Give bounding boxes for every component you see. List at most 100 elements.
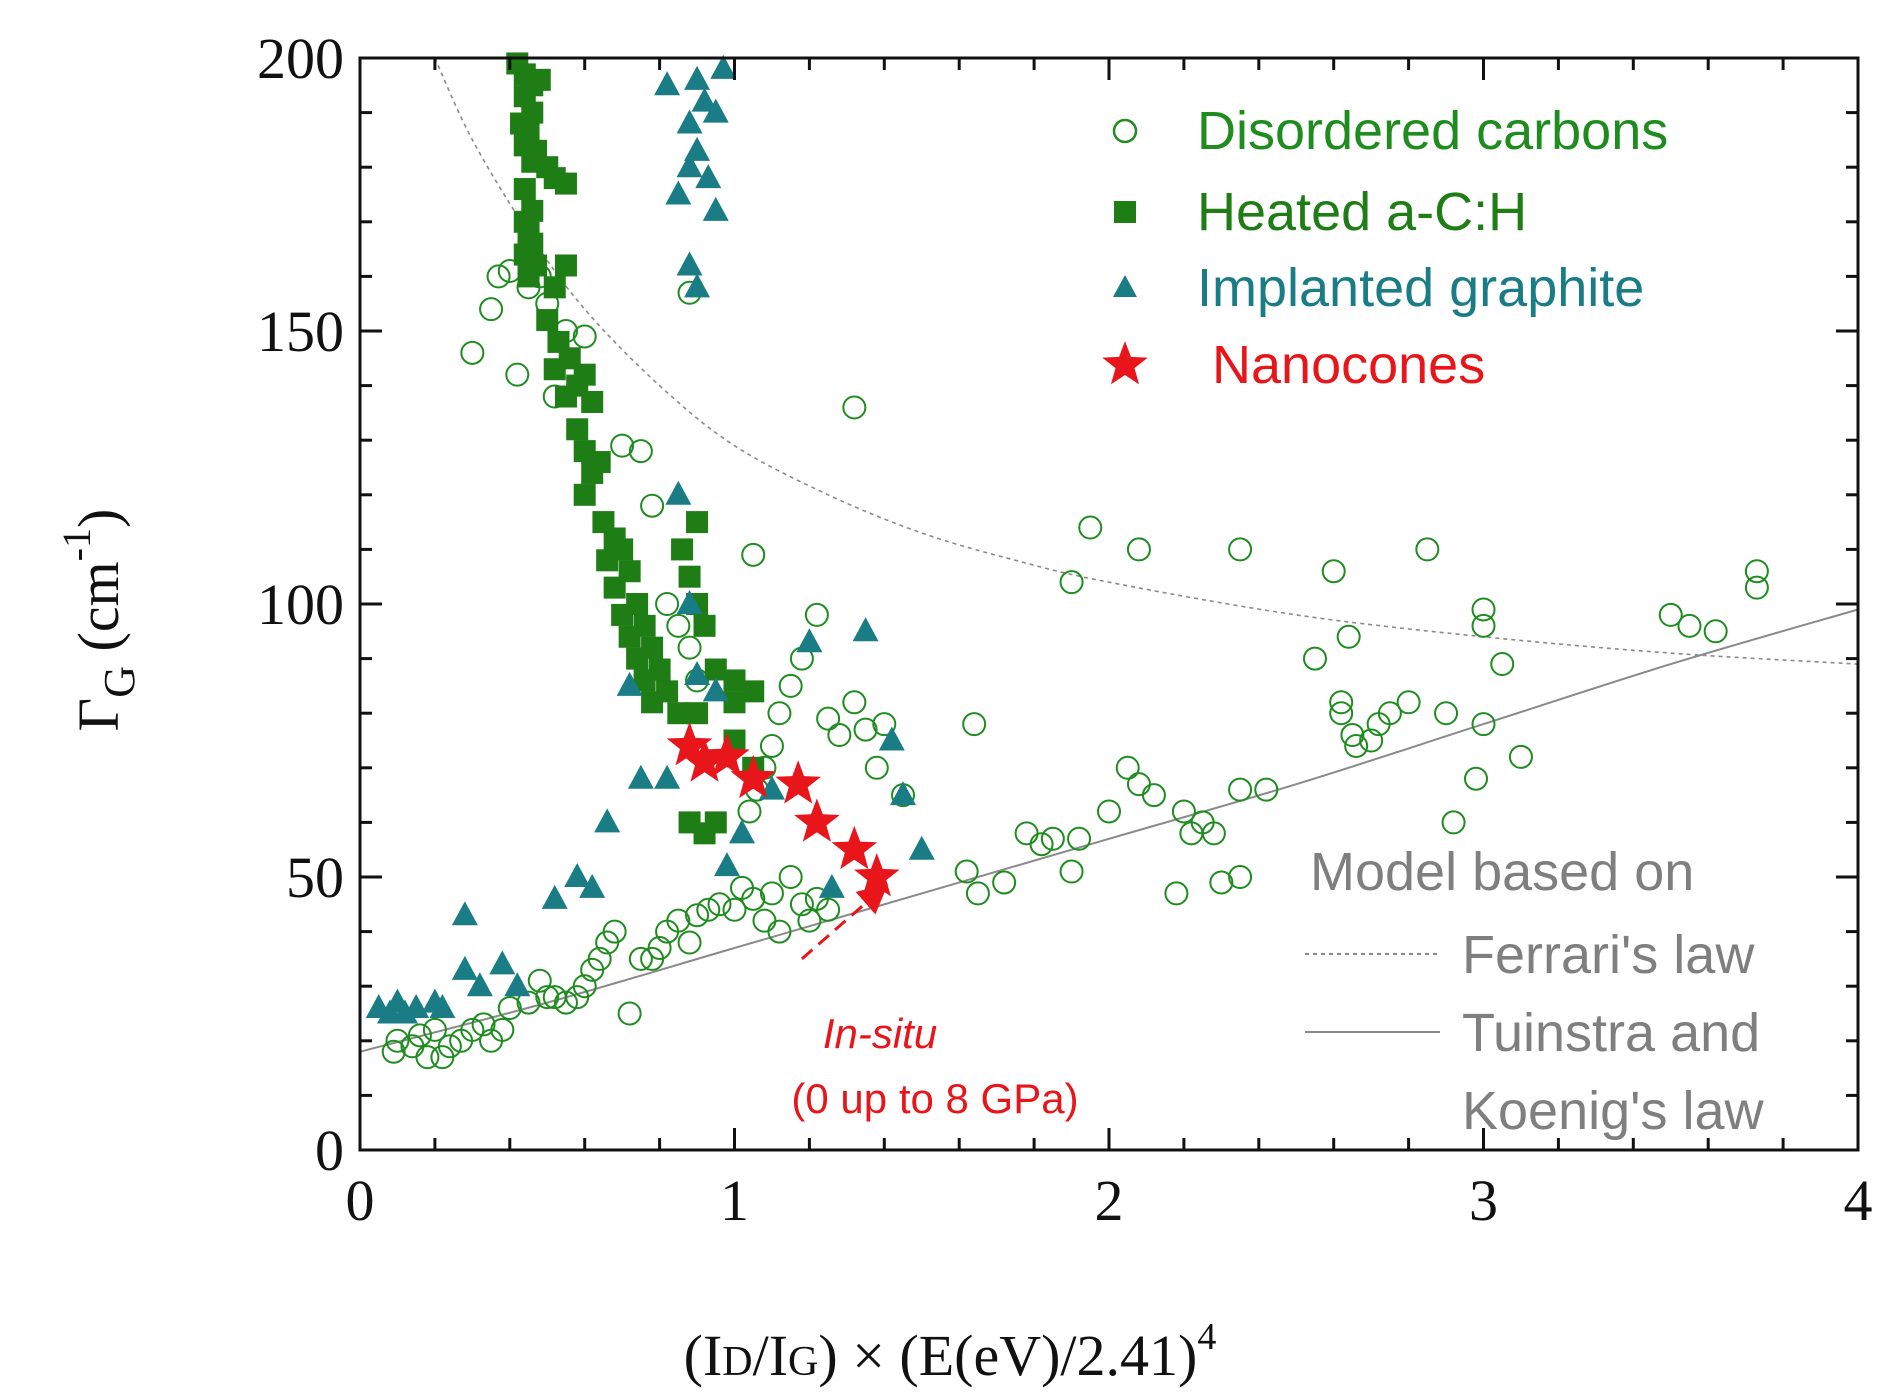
y-axis-title-unit-close: )	[66, 509, 131, 528]
implanted-graphite-point	[852, 617, 879, 642]
x-axis-title: (ID/IG) × (E(eV)/2.41)4	[684, 1316, 1217, 1388]
disordered-carbon-point	[471, 1012, 496, 1037]
disordered-carbon-point	[707, 892, 732, 917]
disordered-carbon-point	[1396, 690, 1421, 715]
implanted-graphite-point	[676, 590, 703, 614]
heated-ach-point	[611, 603, 634, 626]
annotation-line2: (0 up to 8 GPa)	[791, 1075, 1078, 1122]
disordered-carbon-point	[759, 881, 784, 906]
disordered-carbon-point	[741, 542, 766, 567]
disordered-carbon-point	[767, 919, 792, 944]
y-tick-label: 150	[257, 299, 344, 364]
heated-ach-point	[517, 265, 540, 288]
x-axis-title-sub1: D	[722, 1339, 752, 1385]
heated-ach-point	[596, 549, 619, 572]
legend-marker-filled-square	[1114, 201, 1136, 223]
disordered-carbon-point	[572, 324, 597, 349]
disordered-carbon-point	[437, 1034, 462, 1059]
implanted-graphite-point	[684, 273, 711, 298]
disordered-carbon-point	[1040, 826, 1065, 851]
disordered-carbon-point	[587, 946, 612, 971]
disordered-carbon-point	[1126, 772, 1151, 797]
heated-ach-point	[641, 691, 664, 714]
disordered-carbon-point	[1658, 602, 1683, 627]
heated-ach-point	[618, 625, 641, 648]
disordered-carbon-point	[655, 592, 680, 616]
disordered-carbon-point	[1115, 755, 1140, 780]
disordered-carbon-point	[1302, 646, 1327, 671]
legend-marker-filled-triangle	[1113, 275, 1137, 297]
disordered-carbon-point	[497, 996, 522, 1021]
implanted-graphite-point	[654, 71, 681, 96]
disordered-carbon-point	[1703, 619, 1728, 644]
disordered-carbon-point	[816, 706, 841, 731]
heated-ach-point	[573, 363, 596, 386]
disordered-carbon-point	[527, 968, 552, 993]
disordered-carbon-point	[954, 859, 979, 884]
implanted-graphite-point	[466, 972, 493, 997]
disordered-carbon-point	[1329, 701, 1354, 726]
disordered-carbon-point	[1471, 712, 1496, 737]
disordered-carbon-point	[1228, 537, 1253, 562]
legend-label: Implanted graphite	[1197, 258, 1644, 318]
x-tick-label: 4	[1844, 1168, 1873, 1233]
implanted-graphite-point	[728, 819, 755, 844]
y-axis-title-unit-open: (cm	[66, 561, 131, 651]
disordered-carbon-point	[460, 340, 485, 365]
nanocones-point	[854, 853, 900, 897]
disordered-carbon-point	[385, 1028, 410, 1053]
in-situ-annotation: In-situ (0 up to 8 GPa)	[791, 883, 1079, 1122]
heated-ach-point	[671, 538, 694, 561]
disordered-carbon-point	[1744, 559, 1769, 584]
implanted-graphite-point	[676, 109, 703, 134]
disordered-carbon-point	[490, 1017, 515, 1042]
disordered-carbon-point	[640, 493, 665, 518]
disordered-carbon-point	[872, 712, 897, 737]
disordered-carbon-point	[1059, 859, 1084, 884]
data-points	[365, 52, 1769, 1070]
implanted-graphite-point	[818, 873, 845, 898]
legend-item-disordered: Disordered carbons	[1112, 101, 1668, 161]
disordered-carbon-point	[610, 433, 635, 458]
disordered-carbon-point	[804, 602, 829, 627]
disordered-carbon-point	[505, 362, 530, 387]
disordered-carbon-point	[415, 1045, 440, 1070]
annotation-arrow	[800, 883, 889, 961]
disordered-carbon-point	[842, 690, 867, 715]
y-axis-title: ΓG (cm-1)	[54, 509, 144, 732]
implanted-graphite-point	[504, 972, 531, 997]
implanted-graphite-point	[878, 726, 905, 751]
disordered-carbon-point	[842, 395, 867, 420]
disordered-carbon-point	[965, 881, 990, 906]
disordered-carbon-point	[1508, 744, 1533, 769]
disordered-carbon-point	[778, 865, 803, 889]
disordered-carbon-point	[1441, 810, 1466, 835]
legend-marker-open-circle	[1112, 118, 1138, 144]
disordered-carbon-point	[797, 908, 822, 933]
disordered-carbon-point	[1097, 799, 1121, 824]
disordered-carbon-point	[1029, 832, 1054, 857]
x-tick-label: 0	[346, 1168, 375, 1233]
disordered-carbon-point	[1490, 652, 1515, 677]
nanocones-point	[681, 738, 728, 782]
disordered-carbon-point	[1344, 733, 1369, 758]
disordered-carbon-point	[759, 733, 784, 758]
x-tick-labels: 0 1 2 3 4	[346, 1168, 1873, 1233]
implanted-graphite-point	[594, 808, 621, 833]
disordered-carbon-point	[1164, 881, 1189, 906]
x-axis-title-mid: /I	[753, 1323, 788, 1388]
disordered-carbon-point	[1209, 870, 1234, 895]
disordered-carbon-point	[1254, 777, 1279, 802]
disordered-carbon-point	[1201, 821, 1226, 846]
heated-ach-point	[626, 647, 649, 670]
implanted-graphite-point	[714, 852, 741, 877]
legend-label: Heated a-C:H	[1197, 182, 1527, 242]
implanted-graphite-point	[684, 136, 711, 161]
disordered-carbon-point	[1078, 515, 1103, 540]
disordered-carbon-point	[1141, 783, 1166, 808]
x-tick-label: 1	[720, 1168, 749, 1233]
disordered-carbon-point	[1744, 575, 1769, 600]
nanocones-point	[775, 760, 821, 804]
disordered-carbon-point	[778, 673, 803, 698]
y-axis-title-sub: G	[95, 666, 144, 698]
